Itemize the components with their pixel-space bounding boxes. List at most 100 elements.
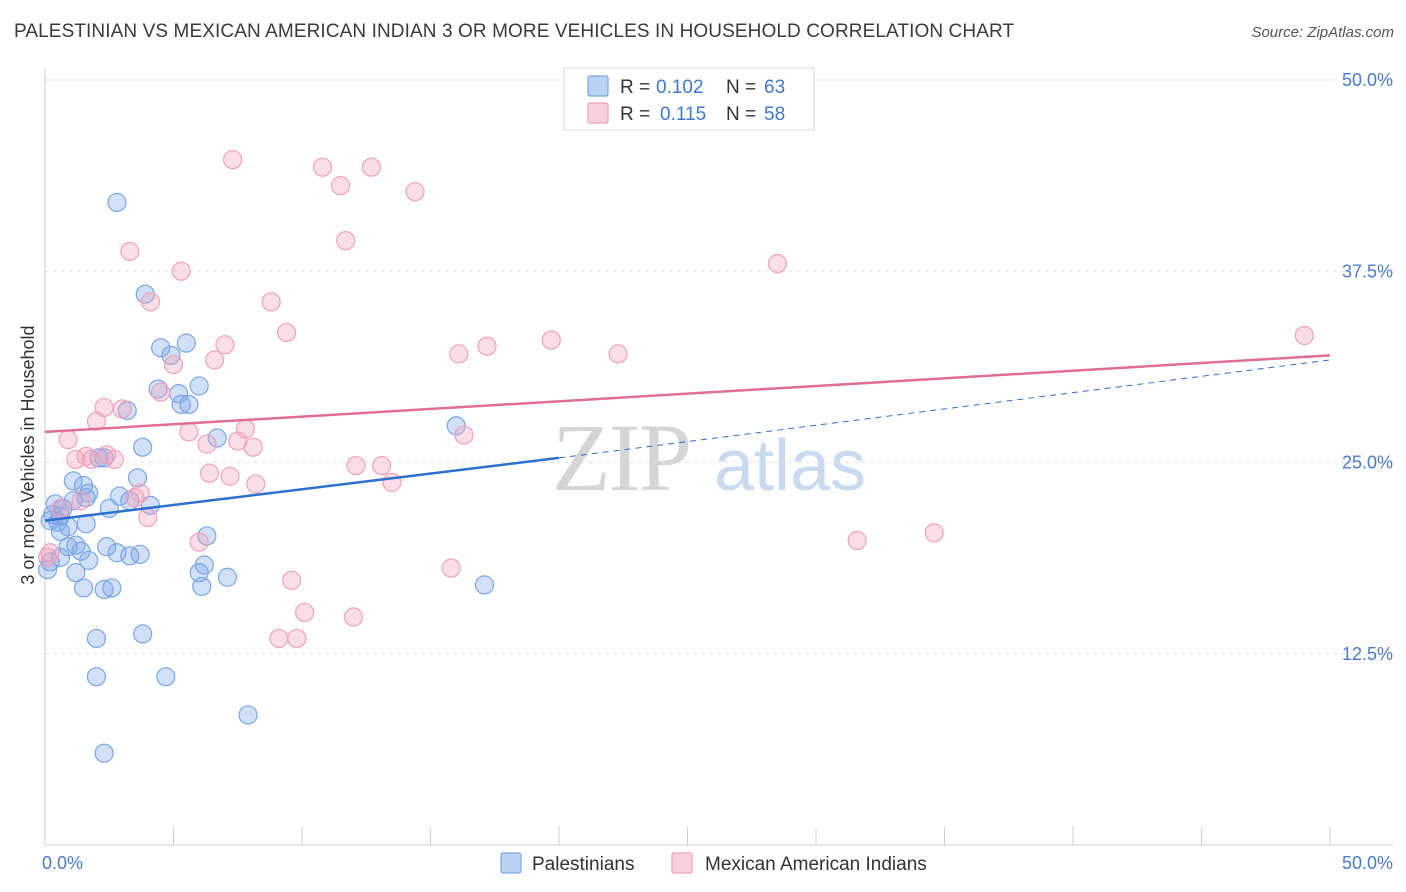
point-palestinians bbox=[238, 705, 258, 725]
y-tick-label: 25.0% bbox=[1342, 453, 1393, 473]
point-palestinians bbox=[58, 537, 78, 557]
point-mexican-american-indians bbox=[50, 498, 71, 518]
y-tick-label: 50.0% bbox=[1342, 70, 1393, 90]
point-mexican-american-indians bbox=[163, 354, 184, 375]
point-palestinians bbox=[179, 394, 199, 414]
point-mexican-american-indians bbox=[276, 322, 297, 343]
watermark-zip: ZIP bbox=[552, 404, 690, 511]
x-tick-label-left: 0.0% bbox=[42, 853, 83, 873]
point-mexican-american-indians bbox=[171, 261, 191, 281]
y-tick-labels: 50.0% 37.5% 25.0% 12.5% bbox=[1342, 70, 1393, 664]
point-palestinians bbox=[217, 567, 238, 587]
point-mexican-american-indians bbox=[372, 455, 392, 476]
point-mexican-american-indians bbox=[312, 157, 333, 177]
point-mexican-american-indians bbox=[608, 344, 628, 364]
y-tick-label: 37.5% bbox=[1342, 261, 1393, 281]
point-palestinians bbox=[133, 624, 153, 644]
point-mexican-american-indians bbox=[215, 335, 235, 355]
point-mexican-american-indians bbox=[223, 149, 243, 170]
series-legend-label-mexican-american-indians: Mexican American Indians bbox=[705, 854, 927, 875]
watermark: ZIP atlas bbox=[552, 404, 866, 511]
point-mexican-american-indians bbox=[924, 523, 944, 543]
point-palestinians bbox=[148, 379, 168, 399]
stats-legend-n-value-2: 58 bbox=[764, 104, 785, 125]
point-mexican-american-indians bbox=[287, 628, 307, 649]
x-tick-labels: 0.0% 50.0% bbox=[42, 853, 1393, 873]
point-palestinians bbox=[50, 521, 71, 541]
stats-legend-n-label-1: N = bbox=[726, 77, 756, 98]
point-mexican-american-indians bbox=[767, 254, 788, 274]
point-mexican-american-indians bbox=[541, 330, 561, 350]
trend-line-palestinians bbox=[44, 456, 560, 522]
point-mexican-american-indians bbox=[261, 292, 281, 312]
point-palestinians bbox=[94, 743, 114, 763]
point-palestinians bbox=[130, 544, 150, 564]
point-mexican-american-indians bbox=[336, 231, 356, 251]
point-palestinians bbox=[127, 468, 148, 488]
point-mexican-american-indians bbox=[104, 449, 124, 470]
point-palestinians bbox=[133, 437, 153, 457]
stats-legend-swatch-palestinians bbox=[587, 75, 609, 97]
point-mexican-american-indians bbox=[140, 292, 160, 312]
point-mexican-american-indians bbox=[243, 437, 263, 457]
point-palestinians bbox=[107, 192, 127, 212]
point-mexican-american-indians bbox=[205, 350, 225, 370]
point-palestinians bbox=[192, 576, 212, 597]
point-mexican-american-indians bbox=[125, 488, 145, 508]
point-mexican-american-indians bbox=[197, 434, 217, 454]
chart-title: PALESTINIAN VS MEXICAN AMERICAN INDIAN 3… bbox=[14, 21, 1015, 42]
point-palestinians bbox=[94, 579, 114, 600]
point-palestinians bbox=[474, 575, 495, 595]
point-mexican-american-indians bbox=[454, 425, 474, 445]
point-mexican-american-indians bbox=[81, 449, 101, 470]
point-mexican-american-indians bbox=[189, 532, 209, 552]
point-palestinians bbox=[86, 667, 107, 687]
point-mexican-american-indians bbox=[330, 175, 351, 196]
point-palestinians bbox=[66, 535, 86, 555]
y-tick-label: 12.5% bbox=[1342, 644, 1393, 664]
point-palestinians bbox=[207, 428, 227, 448]
trend-lines bbox=[44, 354, 1331, 522]
series-legend: Palestinians Mexican American Indians bbox=[500, 852, 927, 875]
series-palestinians bbox=[37, 192, 495, 763]
point-palestinians bbox=[197, 526, 217, 546]
point-mexican-american-indians bbox=[220, 466, 240, 486]
series-legend-label-palestinians: Palestinians bbox=[532, 854, 634, 875]
point-palestinians bbox=[97, 537, 117, 557]
point-mexican-american-indians bbox=[269, 628, 289, 649]
series-legend-swatch-mexican-american-indians bbox=[671, 852, 693, 874]
point-palestinians bbox=[66, 563, 86, 583]
axes bbox=[44, 68, 1393, 846]
stats-legend-swatch-mexican-american-indians bbox=[587, 102, 609, 124]
series-legend-swatch-palestinians bbox=[500, 852, 522, 874]
point-palestinians bbox=[120, 546, 140, 566]
point-mexican-american-indians bbox=[71, 491, 91, 511]
point-mexican-american-indians bbox=[112, 399, 132, 419]
point-mexican-american-indians bbox=[120, 241, 140, 261]
point-mexican-american-indians bbox=[449, 344, 469, 364]
point-mexican-american-indians bbox=[1294, 325, 1314, 346]
point-palestinians bbox=[156, 667, 176, 687]
point-palestinians bbox=[151, 338, 171, 358]
point-mexican-american-indians bbox=[382, 472, 402, 492]
stats-legend-r-value-2: 0.115 bbox=[660, 104, 706, 125]
point-palestinians bbox=[79, 550, 99, 571]
point-mexican-american-indians bbox=[847, 530, 867, 551]
trend-line-mexican-american-indians bbox=[44, 354, 1331, 434]
point-palestinians bbox=[109, 486, 130, 506]
point-mexican-american-indians bbox=[199, 463, 220, 483]
point-mexican-american-indians bbox=[405, 182, 425, 202]
stats-legend-n-label-2: N = bbox=[726, 104, 756, 125]
point-mexican-american-indians bbox=[294, 602, 315, 623]
grid-lines bbox=[45, 79, 1393, 655]
stats-legend-n-value-1: 63 bbox=[764, 77, 785, 98]
point-palestinians bbox=[73, 578, 94, 598]
stats-legend-r-label-2: R = bbox=[620, 104, 650, 125]
point-mexican-american-indians bbox=[86, 411, 107, 431]
point-mexican-american-indians bbox=[66, 449, 86, 470]
y-axis-label: 3 or more Vehicles in Household bbox=[18, 325, 38, 584]
point-mexican-american-indians bbox=[346, 455, 366, 476]
point-mexican-american-indians bbox=[477, 336, 497, 356]
x-tick-label-right: 50.0% bbox=[1342, 853, 1393, 873]
